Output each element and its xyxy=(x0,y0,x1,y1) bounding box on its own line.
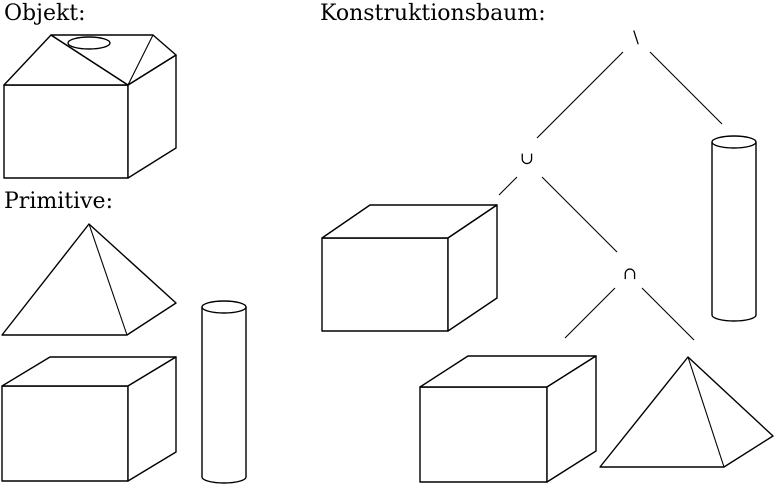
edge-root-union xyxy=(536,51,624,139)
primitive-box xyxy=(1,356,177,482)
edge-union-intersection xyxy=(541,176,618,253)
tree-box-intersection xyxy=(419,355,597,483)
tree-label: Konstruktionsbaum: xyxy=(320,1,546,26)
tree-cylinder xyxy=(711,135,757,322)
intersection-operator: ∩ xyxy=(622,264,638,284)
tree-cylinder-top xyxy=(711,135,757,149)
cylinder-body xyxy=(201,306,247,484)
tree-cylinder-body xyxy=(711,141,757,322)
tree-box2-front xyxy=(419,386,548,483)
object-hole xyxy=(67,36,111,50)
primitive-cylinder xyxy=(201,300,247,484)
edge-root-cylinder xyxy=(649,51,723,125)
edge-intersection-pyramid xyxy=(641,287,695,341)
pyramid-outline xyxy=(1,223,177,336)
cylinder-top xyxy=(201,300,247,314)
tree-box-union xyxy=(321,204,498,332)
tree-pyramid-outline xyxy=(599,356,774,468)
primitive-pyramid xyxy=(1,223,177,336)
object-shape xyxy=(3,34,177,179)
box-side-face xyxy=(127,356,177,482)
union-operator: ∪ xyxy=(519,149,535,169)
tree-box1-front xyxy=(321,237,449,332)
object-label: Objekt: xyxy=(4,1,86,26)
tree-pyramid xyxy=(599,356,774,468)
tree-box2-side xyxy=(546,355,597,483)
primitives-label: Primitive: xyxy=(4,189,113,214)
box-front-face xyxy=(1,385,129,482)
tree-box1-side xyxy=(447,204,498,332)
tree-pyramid-edge xyxy=(687,356,725,468)
tree-edges xyxy=(498,51,723,341)
edge-intersection-box xyxy=(564,287,616,339)
object-front-face xyxy=(3,84,129,179)
pyramid-edge xyxy=(88,223,128,336)
difference-operator: \ xyxy=(633,28,639,48)
edge-union-box xyxy=(498,176,518,196)
